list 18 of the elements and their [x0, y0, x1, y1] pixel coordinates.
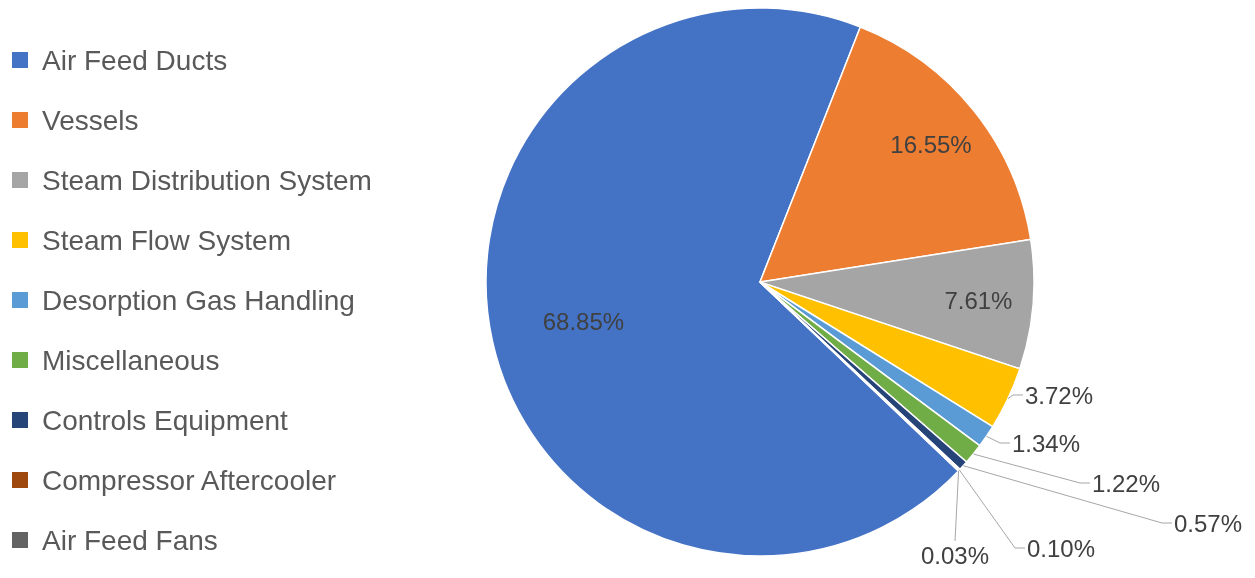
legend-label: Desorption Gas Handling: [42, 284, 355, 316]
legend-label: Steam Distribution System: [42, 164, 372, 196]
data-label: 0.03%: [920, 541, 990, 569]
data-label: 1.22%: [1092, 469, 1161, 497]
legend-label: Miscellaneous: [42, 344, 220, 376]
legend-label: Air Feed Ducts: [42, 44, 228, 76]
data-label: 1.34%: [1012, 429, 1081, 457]
data-label: 7.61%: [944, 286, 1013, 314]
legend-label: Steam Flow System: [42, 224, 291, 256]
data-label: 3.72%: [1025, 381, 1094, 409]
data-label: 0.57%: [1174, 509, 1243, 537]
legend-label: Vessels: [42, 104, 139, 136]
legend-label: Controls Equipment: [42, 404, 289, 436]
data-label: 0.10%: [1027, 534, 1096, 562]
legend-label: Air Feed Fans: [42, 524, 218, 556]
legend-label: Compressor Aftercooler: [42, 464, 337, 496]
data-label: 16.55%: [890, 131, 972, 159]
data-label: 68.85%: [542, 307, 625, 335]
